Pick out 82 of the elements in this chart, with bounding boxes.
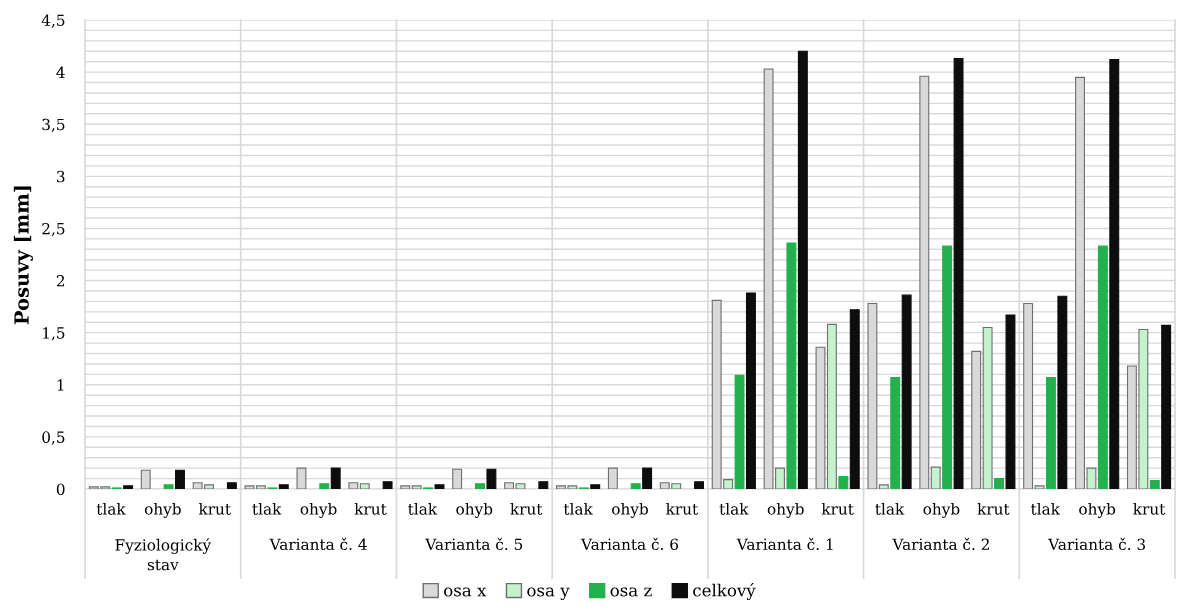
bar	[175, 469, 185, 489]
x-tick-label: tlak	[96, 502, 126, 515]
bar	[982, 326, 993, 489]
bar	[1045, 376, 1056, 489]
bar	[786, 242, 797, 489]
y-tick-label: 4,5	[41, 14, 65, 28]
x-tick-label: ohyb	[923, 502, 960, 518]
y-tick-label: 1	[57, 379, 64, 391]
x-tick-label: tlak	[252, 502, 282, 515]
legend-label: celkový	[693, 582, 756, 600]
y-tick-label: 1,5	[43, 327, 65, 341]
bar	[486, 468, 497, 489]
x-tick-label: krut	[198, 502, 231, 515]
bar	[359, 483, 370, 489]
bar	[630, 483, 641, 489]
y-tick-label: 3,5	[42, 118, 65, 133]
text: Varianta č. 5	[425, 537, 523, 551]
bar	[123, 485, 134, 489]
x-tick-label: krut	[977, 502, 1010, 515]
bar	[1149, 480, 1160, 489]
bar	[745, 292, 756, 489]
bar	[1057, 295, 1068, 489]
x-tick-label: krut	[666, 502, 699, 515]
x-tick-label: ohyb	[456, 502, 493, 518]
text: Varianta č. 4	[269, 537, 367, 551]
x-tick-label: krut	[1133, 502, 1166, 515]
bar	[411, 485, 422, 489]
text: Varianta č. 2	[892, 537, 989, 551]
bar	[797, 50, 808, 489]
bar	[1097, 245, 1108, 489]
bar	[434, 484, 445, 489]
bar	[994, 478, 1005, 489]
text: Varianta č. 3	[1048, 537, 1145, 551]
bar	[878, 484, 889, 489]
bar	[278, 484, 289, 489]
x-tick-label: tlak	[719, 502, 749, 515]
x-tick-label: krut	[354, 502, 387, 515]
x-tick-label: ohyb	[767, 502, 804, 518]
x-tick-label: tlak	[875, 502, 905, 515]
bar	[475, 483, 485, 489]
y-tick-label: 0	[56, 483, 65, 496]
bar	[953, 58, 964, 489]
y-tick-label: 2	[56, 275, 65, 287]
bar	[1005, 314, 1016, 489]
y-tick-label: 4	[56, 66, 65, 78]
bar	[694, 481, 705, 489]
bar	[1109, 59, 1120, 489]
x-tick-label: tlak	[563, 502, 593, 515]
legend-label: osa x	[444, 587, 487, 597]
bar	[226, 482, 237, 489]
bar	[890, 376, 901, 489]
text: Varianta č. 6	[580, 537, 679, 551]
bar	[538, 481, 549, 489]
bar	[734, 374, 745, 489]
bar	[838, 475, 849, 489]
bar	[849, 309, 860, 489]
x-tick-label: krut	[821, 502, 854, 515]
y-tick-label: 0,5	[42, 431, 65, 445]
bar	[382, 481, 393, 489]
text: Fyziologický stav	[115, 538, 212, 571]
x-tick-label: tlak	[408, 502, 438, 515]
bar	[942, 245, 953, 489]
bar	[1161, 324, 1172, 489]
legend-label: osa z	[610, 587, 652, 597]
y-axis-title: Posuvy [mm]	[13, 186, 33, 325]
bar	[901, 294, 912, 489]
bar	[319, 483, 330, 489]
bar	[163, 484, 174, 489]
x-tick-label: ohyb	[300, 502, 337, 518]
bar	[642, 467, 653, 489]
x-tick-label: krut	[510, 502, 543, 515]
x-tick-label: ohyb	[1079, 502, 1116, 518]
x-tick-label: ohyb	[612, 502, 648, 518]
x-tick-label: tlak	[1030, 502, 1061, 515]
legend-label: osa y	[527, 587, 570, 600]
bar	[590, 484, 601, 489]
y-tick-label: 3	[57, 170, 65, 183]
y-tick-label: 2,5	[42, 222, 65, 237]
bar	[930, 466, 941, 489]
text: Varianta č. 1	[736, 537, 833, 551]
bar	[330, 467, 341, 489]
x-tick-label: ohyb	[144, 502, 181, 518]
